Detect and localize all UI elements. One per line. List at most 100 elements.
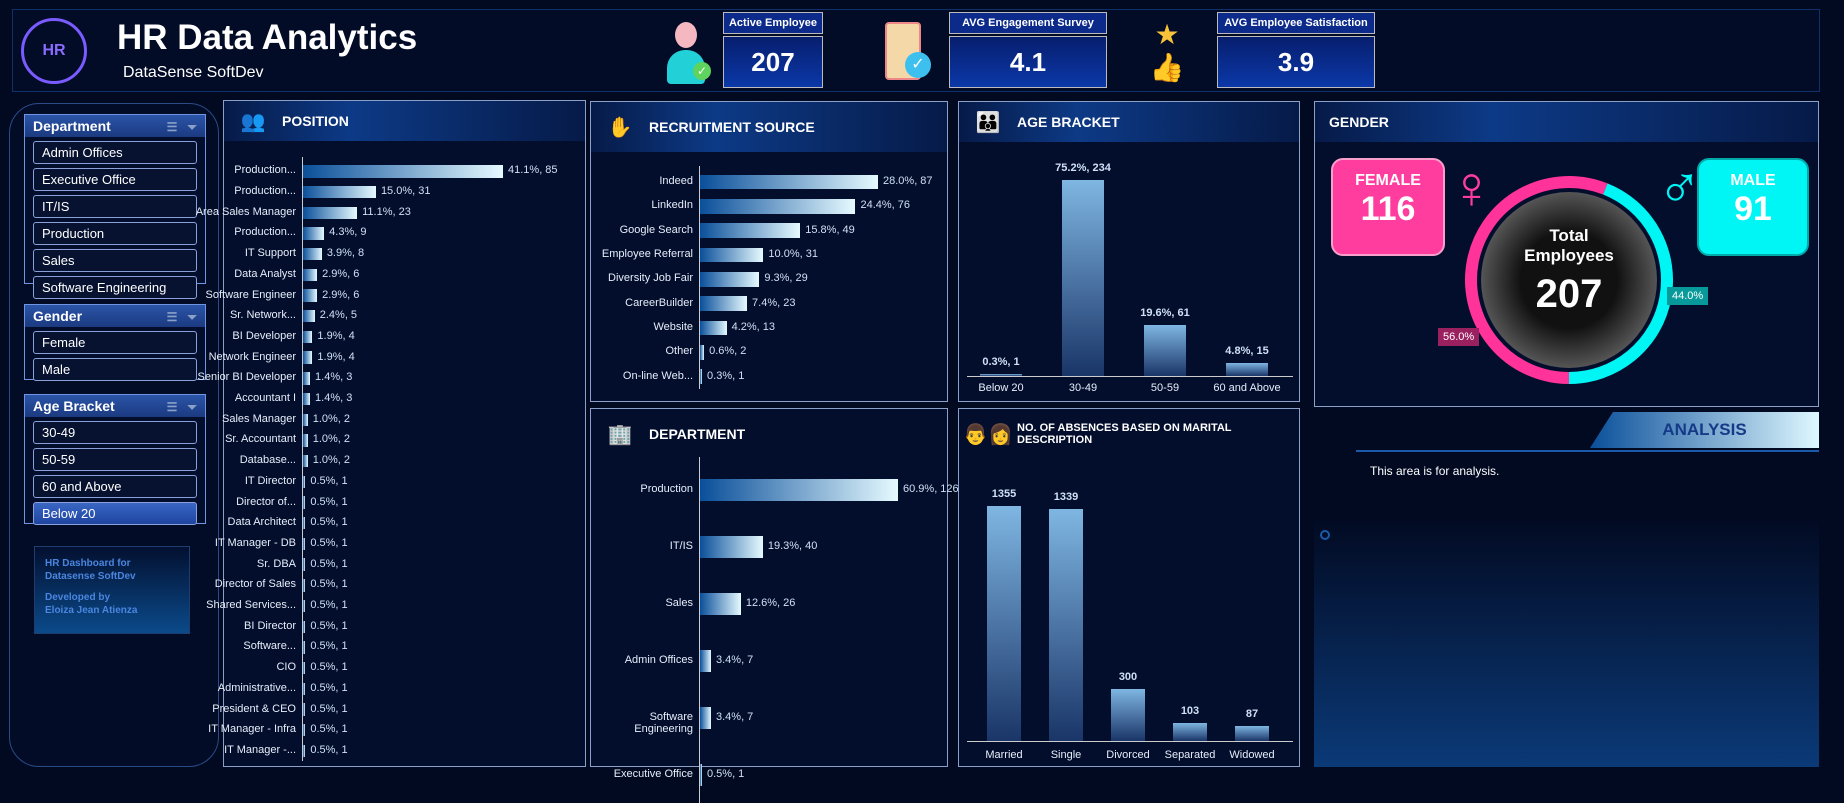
bar (700, 478, 898, 501)
axis-line (967, 376, 1293, 377)
clear-filter-icon[interactable]: ⏷ (187, 119, 197, 134)
female-card: FEMALE 116 (1331, 158, 1445, 256)
bar-value-label: 15.0%, 31 (380, 185, 431, 198)
slicer-item-admin-offices[interactable]: Admin Offices (33, 141, 197, 164)
kpi-engagement-label: AVG Engagement Survey (949, 12, 1107, 34)
analysis-connector-icon (1320, 530, 1330, 540)
center-line2: Employees (1524, 246, 1614, 265)
slicer-item-it-is[interactable]: IT/IS (33, 195, 197, 218)
bar-value-label: 0.5%, 1 (310, 661, 348, 674)
slicer-item-below-20[interactable]: Below 20 (33, 502, 197, 525)
bar-value-label: 0.5%, 1 (310, 474, 348, 487)
bar-category-label: Data Architect (227, 516, 296, 529)
bar (303, 724, 306, 737)
bar (303, 247, 322, 261)
bar-category-label: IT Director (244, 474, 296, 487)
bar-category-label: Administrative... (217, 681, 296, 694)
age-chart: 0.3%, 1 Below 20 75.2%, 234 30-49 19.6%, 61 5… (959, 150, 1301, 400)
bar (700, 592, 741, 615)
recruitment-chart: Indeed 28.0%, 87 LinkedIn 24.4%, 76 Google S… (591, 166, 949, 390)
donut-center-disc (1481, 192, 1657, 368)
bar-category-label: IT Manager - Infra (208, 723, 296, 736)
bar (303, 330, 313, 344)
slicer-item-production[interactable]: Production (33, 222, 197, 245)
header-banner: HR HR Data Analytics DataSense SoftDev ✓… (12, 9, 1820, 92)
bar-value-label: 0.3%, 1 (982, 356, 1020, 368)
bar-category-label: Sr. DBA (256, 557, 296, 570)
male-count: 91 (1734, 190, 1772, 228)
bar-value-label: 1.9%, 4 (317, 329, 355, 342)
bar-category-label: President & CEO (212, 702, 296, 715)
donut-slice-male[interactable] (1568, 183, 1673, 384)
clear-filter-icon[interactable]: ⏷ (187, 399, 197, 414)
bar-category-label: Area Sales Manager (195, 205, 296, 218)
bar-category-label: Below 20 (978, 382, 1024, 394)
multi-select-icon[interactable]: ☰ (166, 399, 178, 414)
bar-category-label: Software... (243, 640, 296, 653)
multi-select-icon[interactable]: ☰ (166, 309, 178, 324)
building-icon: 🏢 (607, 423, 633, 446)
credits-box: HR Dashboard for Datasense SoftDev Devel… (34, 546, 190, 634)
slicer-item-male[interactable]: Male (33, 358, 197, 381)
bar-category-label: Admin Offices (624, 653, 693, 666)
bar-category-label: Accountant I (234, 392, 296, 405)
employee-check-icon: ✓ (663, 22, 713, 84)
gender-panel: GENDER FEMALE 116 ♀ ♂ MALE 91 Total Empl… (1314, 101, 1819, 407)
clear-filter-icon[interactable]: ⏷ (187, 309, 197, 324)
bar (700, 199, 856, 214)
slicer-item-sales[interactable]: Sales (33, 249, 197, 272)
bar-category-label: IT Manager - DB (214, 536, 296, 549)
bar (303, 351, 313, 364)
bar-value-label: 1.0%, 2 (312, 412, 351, 425)
bar-category-label: LinkedIn (651, 199, 693, 212)
app-subtitle: DataSense SoftDev (123, 64, 264, 81)
slicer-item-50-59[interactable]: 50-59 (33, 448, 197, 471)
multi-select-icon[interactable]: ☰ (166, 119, 178, 134)
axis-line (967, 741, 1293, 742)
bar-value-label: 0.5%, 1 (310, 536, 348, 549)
bar-category-label: Data Analyst (234, 267, 296, 280)
bar-category-label: Production... (234, 164, 296, 177)
bar (303, 620, 306, 633)
bar (987, 506, 1021, 741)
thumbs-up-stars-icon: ★ 👍 (1149, 19, 1185, 83)
slicer-item-software-engineering[interactable]: Software Engineering (33, 276, 197, 299)
analysis-text[interactable]: This area is for analysis. (1370, 464, 1500, 478)
bar-category-label: Other (665, 345, 693, 358)
bar (303, 372, 311, 385)
kpi-active-employee-value: 207 (723, 36, 823, 88)
bar (303, 496, 306, 509)
bar (980, 374, 1022, 376)
axis-line (699, 457, 700, 803)
bar-category-label: 50-59 (1150, 382, 1180, 394)
bar-category-label: Executive Office (613, 767, 693, 780)
bar-value-label: 0.5%, 1 (310, 640, 348, 653)
slicer-item-60-and-above[interactable]: 60 and Above (33, 475, 197, 498)
donut-slice-female[interactable] (1465, 176, 1608, 384)
slicer-item-30-49[interactable]: 30-49 (33, 421, 197, 444)
app-title: HR Data Analytics (117, 18, 418, 57)
bar-category-label: Senior BI Developer (197, 371, 296, 384)
credits-line: Eloiza Jean Atienza (45, 605, 138, 616)
bar-value-label: 7.4%, 23 (752, 296, 796, 309)
bar-value-label: 300 (1118, 670, 1138, 683)
bar-category-label: Single (1050, 749, 1082, 761)
bar (303, 558, 306, 571)
bar-category-label: Indeed (659, 175, 693, 188)
bar-value-label: 0.3%, 1 (707, 369, 745, 382)
bar-value-label: 1.4%, 3 (315, 371, 353, 384)
bar (303, 310, 315, 323)
bar-category-label: IT Support (244, 247, 296, 260)
bar-category-label: Production... (234, 185, 296, 198)
analysis-title: ANALYSIS (1590, 412, 1819, 448)
bar (303, 579, 306, 592)
credits-line: Datasense SoftDev (45, 571, 136, 582)
absences-title: NO. OF ABSENCES BASED ON MARITAL DESCRIP… (1017, 422, 1232, 446)
bar-category-label: 60 and Above (1213, 382, 1281, 394)
bar-category-label: Sr. Network... (229, 309, 296, 322)
bar-category-label: Sales (665, 596, 693, 609)
slicer-item-executive-office[interactable]: Executive Office (33, 168, 197, 191)
bar-value-label: 12.6%, 26 (745, 596, 796, 609)
slicer-item-female[interactable]: Female (33, 331, 197, 354)
bar (700, 344, 705, 360)
